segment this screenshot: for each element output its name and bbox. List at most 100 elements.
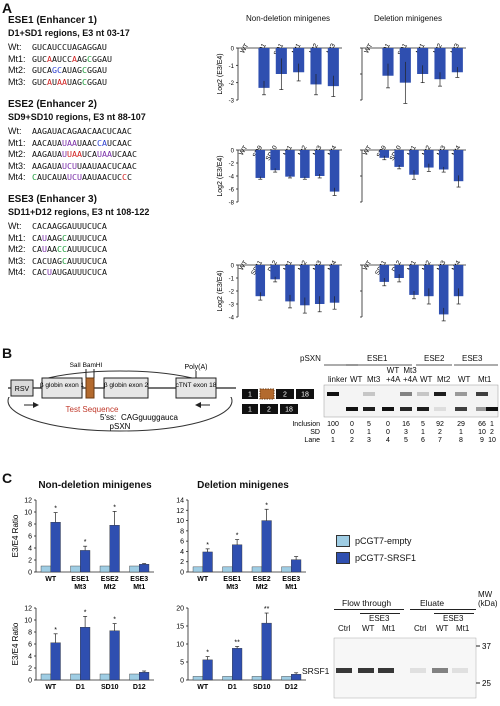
blot-band — [336, 668, 352, 673]
rsv-box — [10, 379, 34, 397]
sequence-segment: GGAU — [91, 53, 112, 64]
x-tick-label: ESE1 — [71, 576, 89, 583]
table-cell: 5 — [404, 437, 408, 444]
product-exon-label: 18 — [285, 407, 293, 414]
sequence-segment: AUUUCUCA — [67, 244, 107, 254]
y-tick-label: -1 — [229, 277, 235, 283]
sequence-row: Mt3: GUCAUAAUAGCGGAU — [8, 77, 107, 88]
plasmid-name: pSXN — [110, 422, 131, 431]
table-cell: 1 — [331, 437, 335, 444]
gel-band-lower — [363, 407, 375, 411]
bar — [453, 265, 464, 297]
sequence-segment: C — [86, 53, 92, 64]
gel-band-lower — [346, 407, 358, 411]
x-tick-label: WT — [238, 144, 249, 156]
sequence-segment: CAC — [32, 267, 47, 277]
significance-star: * — [84, 539, 87, 546]
x-tick-label: WT — [197, 576, 209, 583]
table-cell: 92 — [436, 421, 444, 428]
product-exon-label: 2 — [283, 392, 287, 399]
sequence-segment: UAA — [96, 149, 112, 159]
panel-a-nondeletion-title: Non-deletion minigenes — [245, 14, 331, 23]
bar-empty — [281, 676, 292, 681]
sequence-row: Mt4: CAUCAUAUCUAAUAACUCCC — [8, 172, 132, 183]
sequence-row: Mt2: CAUAACCAUUUCUCA — [8, 244, 107, 255]
table-row-title: Lane — [304, 437, 320, 444]
table-cell: 0 — [350, 421, 354, 428]
bar — [409, 150, 419, 175]
sequence-row-label: Mt3: — [8, 160, 26, 171]
bar-empty — [222, 566, 233, 573]
beta-globin-exon1-box — [41, 377, 83, 399]
product-exon — [242, 404, 258, 414]
beta-globin-exon1-label: β globin exon 1 — [40, 382, 85, 389]
sequence-row: Mt3: AAGAUAUCUUAAUAACUCAAC — [8, 161, 137, 172]
y-tick-label: -4 — [229, 175, 235, 181]
sequence-segment: CACAAGGAUUUCUCA — [32, 221, 107, 231]
legend-swatch-srsf1 — [336, 552, 350, 564]
y-tick-label: 20 — [176, 606, 184, 613]
sequence-segment: GUC — [32, 76, 47, 87]
bar-srsf1 — [50, 522, 61, 573]
bar-srsf1 — [202, 551, 213, 573]
sequence-row: Mt1: AACAUAUAAUAACCAUCAAC — [8, 138, 132, 149]
bar — [394, 150, 404, 167]
product-exon — [276, 389, 294, 399]
western-blot-panel: Flow through Eluate ESE3 ESE3 Ctrl WT Mt… — [330, 590, 500, 706]
bar-srsf1 — [80, 627, 91, 681]
y-tick-label: 14 — [176, 498, 184, 505]
sequence-segment: AAG — [47, 232, 62, 243]
product-exon-label: 18 — [301, 392, 309, 399]
x-tick-label: WT — [238, 259, 249, 271]
bar-srsf1 — [139, 672, 150, 681]
mw-marker-label: 37 — [482, 642, 491, 651]
panel-c-deletion-title: Deletion minigenes — [197, 480, 289, 491]
y-tick-label: 10 — [24, 618, 32, 625]
significance-star: * — [265, 502, 268, 509]
table-cell: 1 — [421, 429, 425, 436]
gel-band-upper — [327, 392, 339, 396]
y-tick-label: 12 — [24, 498, 32, 505]
gel-lane-label: Mt1 — [478, 375, 492, 384]
bar — [314, 150, 325, 176]
product-test-exon — [259, 388, 275, 400]
x-tick-label: ESE3 — [282, 576, 300, 583]
x-tick-label: D1 — [382, 42, 392, 53]
sequence-segment: GUC — [32, 53, 47, 64]
x-tick-label: WT — [197, 684, 209, 691]
sequence-segment: C — [82, 76, 87, 87]
sequence-segment: U — [52, 76, 57, 87]
bar-empty — [70, 673, 81, 681]
gel-band-lower — [455, 407, 467, 411]
ese1-title: ESE1 (Enhancer 1) — [8, 15, 97, 26]
sequence-segment: AG — [76, 53, 87, 64]
x-tick-label: ESE1 — [223, 576, 241, 583]
significance-star: * — [206, 650, 209, 657]
bar — [314, 265, 325, 304]
bar-empty — [40, 673, 51, 681]
table-cell: 4 — [386, 437, 390, 444]
sequence-segment: GUCA — [32, 65, 52, 75]
ese1-subtitle: D1+SD1 regions, E3 nt 03-17 — [8, 28, 130, 38]
bar-empty — [192, 676, 203, 681]
table-cell: 10 — [478, 429, 486, 436]
sequence-segment: UAA — [66, 149, 82, 159]
x-tick-label: Mt3 — [226, 584, 238, 591]
y-axis-label: Log2 (E3/E4) — [217, 53, 224, 94]
bar — [438, 265, 449, 315]
sequence-row-label: Mt4: — [8, 172, 26, 182]
sequence-row: Mt1: GUCAAUCCAAGCGGAU — [8, 54, 112, 65]
gel-band-lower — [486, 407, 498, 411]
sequence-segment: CA — [96, 137, 107, 148]
x-tick-label: Mt1 — [285, 584, 297, 591]
significance-star: * — [54, 506, 57, 513]
product-exon — [260, 404, 278, 414]
table-cell: 66 — [478, 421, 486, 428]
sequence-segment: C — [62, 232, 67, 243]
y-tick-label: -8 — [229, 201, 235, 207]
table-cell: 1 — [490, 421, 494, 428]
bar-empty — [251, 566, 262, 573]
bar — [451, 48, 463, 73]
y-tick-label: 4 — [180, 549, 184, 556]
ese2-subtitle: SD9+SD10 regions, E3 nt 88-107 — [8, 112, 146, 122]
